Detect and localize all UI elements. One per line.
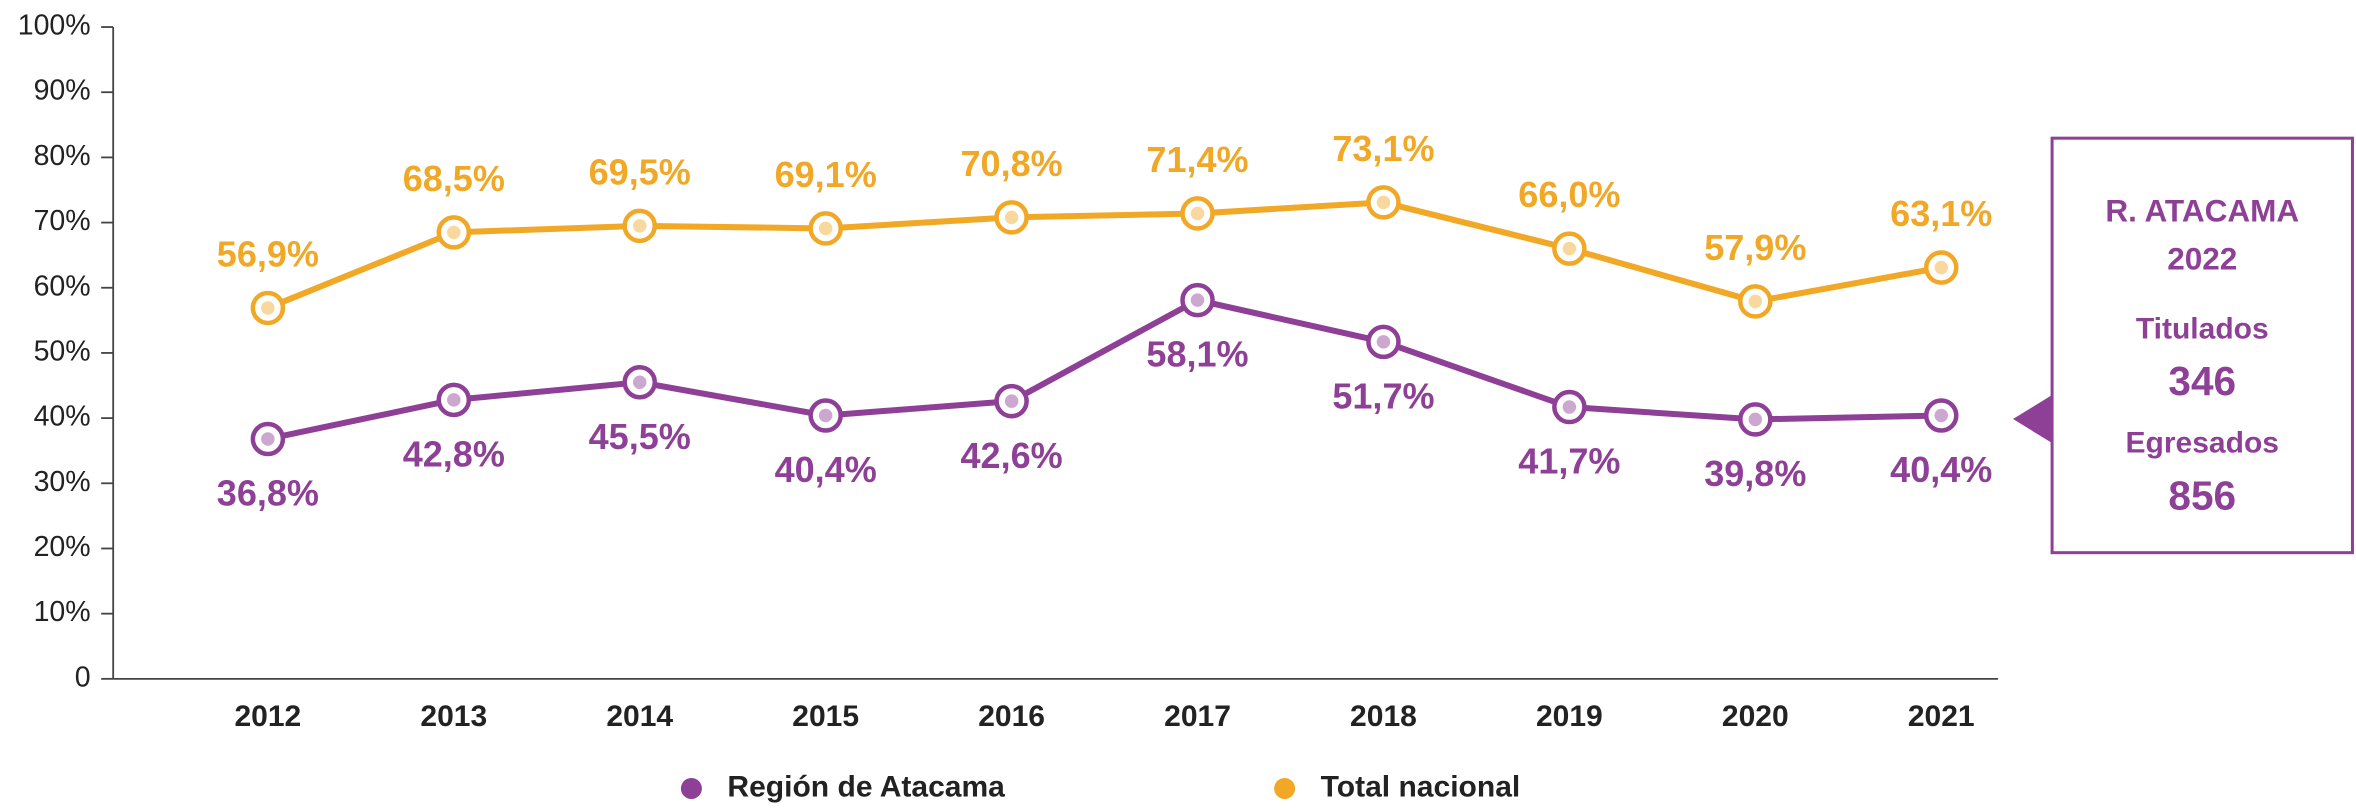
- legend-swatch: [680, 777, 702, 799]
- box-value: 346: [2168, 358, 2236, 404]
- point-core: [632, 219, 647, 233]
- point-core: [1190, 206, 1205, 221]
- series-line: [267, 297, 1942, 442]
- point-core: [261, 432, 275, 446]
- legend-swatch: [1274, 777, 1296, 799]
- y-tick-label: 10%: [34, 596, 91, 628]
- y-tick-label: 80%: [34, 140, 91, 172]
- data-label: 69,5%: [589, 151, 691, 192]
- point-core: [1562, 400, 1577, 414]
- data-label: 68,5%: [403, 158, 505, 199]
- x-tick-label: 2013: [420, 700, 487, 733]
- point: [994, 200, 1029, 235]
- side-box-pointer: [2013, 394, 2053, 444]
- point: [808, 211, 843, 246]
- x-tick-label: 2016: [978, 700, 1045, 733]
- x-tick-label: 2021: [1908, 700, 1975, 733]
- point-core: [1934, 408, 1949, 423]
- data-label: 45,5%: [589, 416, 691, 457]
- point: [622, 208, 658, 244]
- data-label: 39,8%: [1704, 453, 1806, 494]
- data-label: 73,1%: [1332, 128, 1434, 169]
- data-label: 36,8%: [217, 473, 319, 514]
- data-label: 41,7%: [1518, 441, 1620, 482]
- x-tick-label: 2012: [234, 700, 301, 733]
- y-tick-label: 0: [75, 661, 91, 693]
- x-tick-label: 2014: [606, 700, 673, 733]
- data-label: 56,9%: [217, 233, 319, 274]
- point: [436, 382, 472, 418]
- point-core: [818, 408, 833, 423]
- point: [1923, 250, 1959, 285]
- point: [250, 290, 286, 326]
- y-tick-label: 20%: [34, 531, 91, 563]
- y-tick-label: 100%: [18, 10, 91, 42]
- point-core: [632, 375, 647, 390]
- y-tick-label: 90%: [34, 75, 91, 107]
- x-tick-label: 2018: [1350, 700, 1417, 733]
- side-box: [2050, 136, 2354, 555]
- point-core: [261, 301, 275, 315]
- data-label: 58,1%: [1146, 334, 1248, 375]
- point-core: [818, 221, 833, 236]
- point: [1180, 196, 1215, 231]
- point: [622, 364, 658, 400]
- box-label: Titulados: [2136, 312, 2269, 345]
- point-core: [1376, 335, 1391, 349]
- legend-label: Total nacional: [1321, 770, 1521, 803]
- box-title: R. ATACAMA: [2105, 193, 2299, 229]
- point: [1738, 284, 1773, 319]
- y-tick-label: 30%: [34, 466, 91, 498]
- point: [1180, 282, 1215, 318]
- point-core: [1004, 394, 1019, 408]
- point-core: [1376, 195, 1391, 210]
- box-value: 856: [2168, 472, 2236, 518]
- point: [1552, 389, 1587, 425]
- point-core: [1748, 294, 1763, 309]
- series-line: [266, 199, 1942, 311]
- point: [1366, 324, 1401, 360]
- data-label: 40,4%: [1890, 449, 1992, 490]
- x-tick-label: 2017: [1164, 700, 1231, 733]
- data-label: 66,0%: [1518, 174, 1620, 215]
- box-label: Egresados: [2126, 426, 2279, 459]
- point: [1923, 398, 1959, 433]
- data-label: 70,8%: [961, 143, 1063, 184]
- data-label: 71,4%: [1146, 139, 1248, 180]
- point-core: [1748, 412, 1763, 427]
- x-tick-label: 2019: [1536, 700, 1603, 733]
- point: [1738, 402, 1773, 437]
- point: [994, 383, 1029, 419]
- point-core: [1562, 241, 1577, 256]
- y-tick-label: 60%: [34, 270, 91, 302]
- data-label: 40,4%: [775, 449, 877, 490]
- point: [1552, 231, 1587, 266]
- data-label: 51,7%: [1332, 375, 1434, 416]
- point-core: [447, 225, 461, 240]
- point-core: [1190, 293, 1205, 307]
- point-core: [1004, 210, 1019, 225]
- data-label: 42,8%: [403, 433, 505, 474]
- point: [808, 398, 843, 433]
- point: [436, 215, 472, 250]
- point: [250, 421, 286, 457]
- data-label: 57,9%: [1704, 227, 1806, 268]
- y-tick-label: 40%: [34, 401, 91, 433]
- y-tick-label: 70%: [34, 205, 91, 237]
- data-label: 69,1%: [775, 154, 877, 195]
- point: [1366, 185, 1401, 220]
- x-tick-label: 2015: [792, 700, 859, 733]
- legend-label: Región de Atacama: [727, 770, 1005, 803]
- point-core: [447, 393, 461, 407]
- x-tick-label: 2020: [1722, 700, 1789, 733]
- box-year: 2022: [2167, 241, 2237, 277]
- data-label: 63,1%: [1890, 193, 1992, 234]
- point-core: [1934, 260, 1949, 275]
- data-label: 42,6%: [961, 435, 1063, 476]
- y-tick-label: 50%: [34, 335, 91, 367]
